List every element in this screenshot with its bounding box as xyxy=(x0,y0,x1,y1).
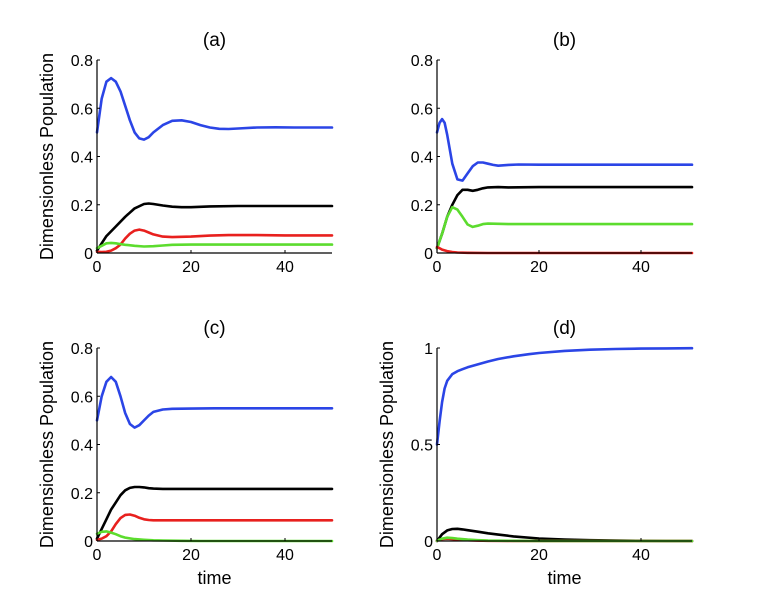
panel-title: (c) xyxy=(203,318,225,339)
panel-d: (d) 0 20 40 0 0.5 1 time Dimensionless Populatio… xyxy=(377,318,694,588)
y-axis-label: Dimensionless Population xyxy=(377,341,397,548)
x-tick-label: 20 xyxy=(530,547,548,564)
x-tick-label: 40 xyxy=(276,547,294,564)
x-tick-label: 0 xyxy=(93,547,102,564)
y-tick-label: 0.8 xyxy=(71,53,93,70)
y-axis-label: Dimensionless Population xyxy=(37,341,57,548)
y-tick-label: 0.8 xyxy=(411,53,433,70)
series-line-black xyxy=(95,202,334,252)
panel-title: (b) xyxy=(553,30,576,51)
series-line-black xyxy=(435,185,694,250)
y-tick-label: 0.6 xyxy=(71,101,93,118)
x-tick-label: 0 xyxy=(433,547,442,564)
series-line-blue xyxy=(95,76,334,141)
y-tick-label: 0.2 xyxy=(71,486,93,503)
y-tick-label: 0.6 xyxy=(411,101,433,118)
series-line-blue xyxy=(435,346,694,446)
series-line-black xyxy=(95,485,334,540)
series-line-red xyxy=(95,228,334,254)
x-tick-label: 40 xyxy=(632,547,650,564)
y-tick-label: 0.4 xyxy=(71,438,93,455)
x-tick-label: 0 xyxy=(433,259,442,276)
x-tick-label: 20 xyxy=(182,259,200,276)
y-tick-label: 0.4 xyxy=(411,150,433,167)
series-line-red xyxy=(435,245,694,255)
panel-title: (d) xyxy=(553,318,576,339)
y-tick-label: 0 xyxy=(424,246,433,263)
y-tick-label: 0 xyxy=(424,534,433,551)
series-line-green xyxy=(95,530,334,543)
series-line-blue xyxy=(95,375,334,429)
panel-b: (b) 0 20 40 0 0.2 0.4 0.6 0.8 xyxy=(411,30,694,276)
y-tick-label: 0.2 xyxy=(71,198,93,215)
y-tick-label: 0.5 xyxy=(411,438,433,455)
x-tick-label: 40 xyxy=(276,259,294,276)
x-tick-label: 40 xyxy=(632,259,650,276)
x-axis-label: time xyxy=(197,568,231,588)
panel-title: (a) xyxy=(203,30,226,51)
series-line-red xyxy=(95,513,334,542)
y-tick-label: 0.4 xyxy=(71,150,93,167)
y-tick-label: 1 xyxy=(424,341,433,358)
y-axis-label: Dimensionless Population xyxy=(37,53,57,260)
series-line-blue xyxy=(435,117,694,182)
y-tick-label: 0.2 xyxy=(411,198,433,215)
y-tick-label: 0.8 xyxy=(71,341,93,358)
series-line-green xyxy=(435,205,694,250)
x-axis-label: time xyxy=(547,568,581,588)
series-line-green xyxy=(95,241,334,250)
x-tick-label: 20 xyxy=(530,259,548,276)
x-tick-label: 0 xyxy=(93,259,102,276)
y-tick-label: 0.6 xyxy=(71,389,93,406)
y-tick-label: 0 xyxy=(84,534,93,551)
panel-c: (c) 0 20 40 0 0.2 0.4 0.6 0.8 time Dimensionless P… xyxy=(37,318,334,588)
x-tick-label: 20 xyxy=(182,547,200,564)
panel-a: (a) 0 20 40 0 0.2 0.4 0.6 0.8 Dimensionless Popul… xyxy=(37,30,334,276)
y-tick-label: 0 xyxy=(84,246,93,263)
